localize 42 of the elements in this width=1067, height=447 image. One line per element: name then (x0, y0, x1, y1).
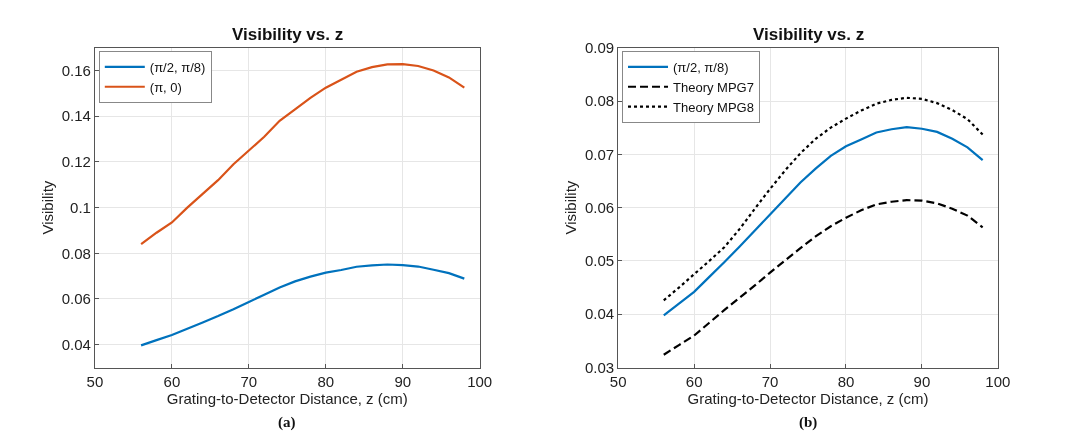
x-axis-title: Grating-to-Detector Distance, z (cm) (687, 389, 929, 407)
line-series (662, 199, 984, 356)
legend-label: (π/2, π/8) (149, 59, 206, 75)
text: (b) (799, 414, 818, 431)
y-axis-title: Visibility (562, 180, 580, 235)
y-tick-label: 0.12 (61, 153, 91, 171)
y-tick-label: 0.16 (61, 61, 91, 79)
chart-title: Visibility vs. z (753, 25, 865, 44)
x-tick-label: 80 (317, 372, 335, 390)
legend-label: (π, 0) (149, 79, 182, 95)
y-tick-label: 0.06 (61, 290, 91, 308)
x-tick-label: 60 (685, 372, 703, 390)
line-series (662, 96, 984, 302)
y-tick-label: 0.04 (61, 335, 91, 353)
y-tick-label: 0.08 (585, 92, 615, 110)
line-series (140, 63, 466, 246)
y-tick-label: 0.09 (585, 38, 615, 56)
x-tick-label: 100 (985, 372, 1011, 390)
text: (a) (278, 414, 296, 431)
x-tick-label: 70 (761, 372, 779, 390)
x-tick-label: 70 (240, 372, 258, 390)
y-tick-label: 0.04 (585, 305, 615, 323)
legend-label: (π/2, π/8) (673, 59, 729, 75)
x-tick-label: 50 (86, 372, 104, 390)
line-series (662, 126, 984, 317)
x-axis-title: Grating-to-Detector Distance, z (cm) (166, 389, 408, 407)
legend-label: Theory MPG7 (673, 79, 754, 95)
x-tick-label: 100 (467, 372, 493, 390)
x-tick-label: 90 (394, 372, 412, 390)
y-tick-label: 0.06 (585, 198, 615, 216)
y-tick-label: 0.07 (585, 145, 615, 163)
line-series (140, 263, 466, 347)
x-tick-label: 60 (163, 372, 181, 390)
chart-title: Visibility vs. z (232, 25, 344, 44)
x-tick-label: 80 (837, 372, 855, 390)
y-tick-label: 0.1 (70, 198, 91, 216)
x-tick-label: 90 (913, 372, 931, 390)
y-tick-label: 0.14 (61, 107, 91, 125)
legend-label: Theory MPG8 (673, 99, 754, 115)
y-tick-label: 0.05 (585, 252, 615, 270)
y-tick-label: 0.08 (61, 244, 91, 262)
y-axis-title: Visibility (39, 180, 56, 235)
